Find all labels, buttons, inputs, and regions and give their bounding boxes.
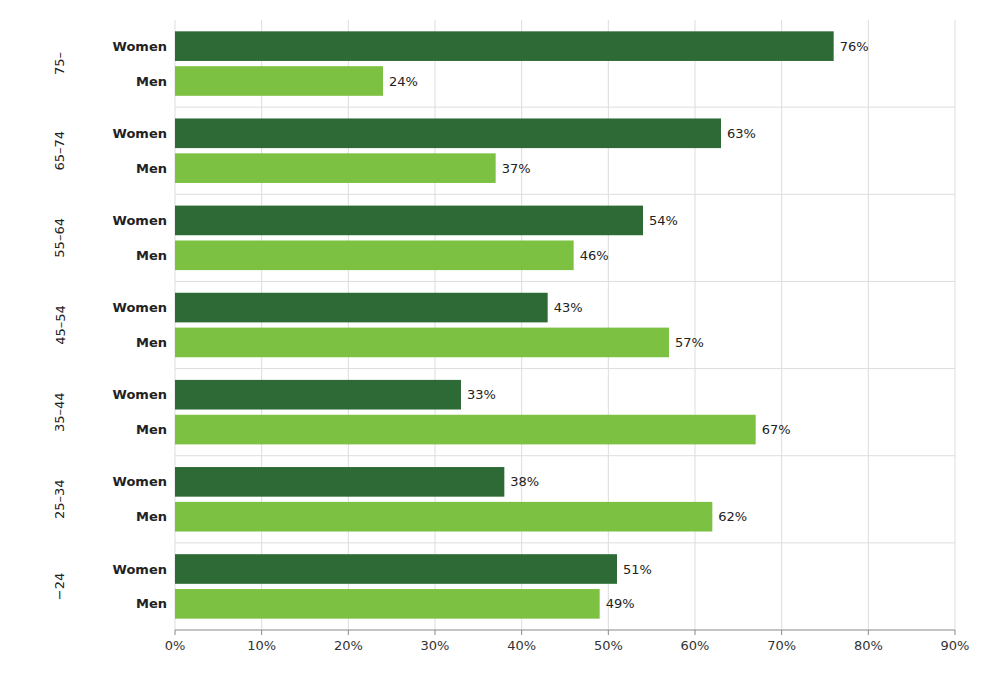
bar (175, 554, 617, 584)
tick-mark (435, 630, 436, 635)
series-label: Women (113, 387, 167, 402)
data-label: 54% (649, 213, 678, 228)
grid-line (608, 20, 609, 630)
tick-label: 0% (165, 638, 186, 653)
category-label: 75– (53, 52, 68, 75)
data-label: 46% (580, 248, 609, 263)
bar (175, 415, 756, 445)
category-labels: −24 25–34 35–44 45–54 55–64 65–74 75– (53, 52, 68, 600)
group-divider (175, 107, 955, 108)
tick-label: 50% (594, 638, 623, 653)
bar (175, 153, 496, 183)
category-label: 35–44 (53, 392, 68, 432)
group-divider (175, 455, 955, 456)
series-label: Men (136, 248, 167, 263)
row-labels: Women Women Women Women Women Women Women Men Me… (113, 39, 167, 612)
tick-label: 20% (334, 638, 363, 653)
data-label: 43% (554, 300, 583, 315)
tick-label: 10% (247, 638, 276, 653)
series-label: Men (136, 509, 167, 524)
series-label: Men (136, 422, 167, 437)
data-label: 57% (675, 335, 704, 350)
tick-label: 70% (767, 638, 796, 653)
grid-line (955, 20, 956, 630)
grid-line (435, 20, 436, 630)
axis-line (175, 630, 955, 631)
x-axis: 0% 10% 20% 30% 40% 50% 60% 70% 80% 90% (165, 630, 970, 653)
tick-label: 30% (421, 638, 450, 653)
tick-label: 60% (681, 638, 710, 653)
bar (175, 589, 600, 619)
tick-mark (781, 630, 782, 635)
grid-line (695, 20, 696, 630)
bar (175, 240, 574, 270)
series-label: Women (113, 474, 167, 489)
series-label: Women (113, 562, 167, 577)
data-label: 76% (840, 39, 869, 54)
group-divider (175, 281, 955, 282)
grid-line (261, 20, 262, 630)
data-label: 67% (762, 422, 791, 437)
tick-mark (955, 630, 956, 635)
grid-line (781, 20, 782, 630)
bar (175, 328, 669, 358)
grid-line (521, 20, 522, 630)
bar (175, 206, 643, 236)
bar (175, 467, 504, 497)
tick-label: 80% (854, 638, 883, 653)
bar (175, 66, 383, 96)
series-label: Women (113, 126, 167, 141)
bar (175, 118, 721, 148)
tick-mark (348, 630, 349, 635)
bar (175, 380, 461, 410)
series-label: Women (113, 300, 167, 315)
data-label: 62% (718, 509, 747, 524)
category-label: 65–74 (53, 131, 68, 171)
grid-line (868, 20, 869, 630)
bars (175, 31, 834, 618)
data-labels: 51% 38% 33% 43% 54% 63% 76% 49% 62% 67% 57% 46% 37% 2… (389, 39, 869, 612)
tick-mark (521, 630, 522, 635)
category-label: 45–54 (53, 305, 68, 345)
series-label: Men (136, 335, 167, 350)
series-label: Women (113, 39, 167, 54)
tick-mark (175, 630, 176, 635)
series-label: Men (136, 74, 167, 89)
group-divider (175, 194, 955, 195)
category-label: 25–34 (53, 479, 68, 519)
tick-label: 90% (941, 638, 970, 653)
chart-container: 51% 38% 33% 43% 54% 63% 76% 49% 62% 67% 57% 46% 37% 2… (0, 0, 1007, 680)
tick-label: 40% (507, 638, 536, 653)
grid-line (348, 20, 349, 630)
data-label: 63% (727, 126, 756, 141)
data-label: 33% (467, 387, 496, 402)
bar (175, 31, 834, 61)
series-label: Women (113, 213, 167, 228)
tick-mark (261, 630, 262, 635)
data-label: 49% (606, 596, 635, 611)
group-divider (175, 368, 955, 369)
grid (175, 20, 955, 630)
category-label: 55–64 (53, 218, 68, 258)
tick-mark (868, 630, 869, 635)
tick-mark (608, 630, 609, 635)
bar (175, 502, 712, 532)
category-label: −24 (53, 573, 68, 600)
series-label: Men (136, 596, 167, 611)
chart: 51% 38% 33% 43% 54% 63% 76% 49% 62% 67% 57% 46% 37% 2… (0, 0, 1007, 680)
series-label: Men (136, 161, 167, 176)
grid-line (175, 20, 176, 630)
tick-mark (695, 630, 696, 635)
data-label: 24% (389, 74, 418, 89)
group-divider (175, 542, 955, 543)
data-label: 37% (502, 161, 531, 176)
data-label: 38% (510, 474, 539, 489)
data-label: 51% (623, 562, 652, 577)
bar (175, 293, 548, 323)
